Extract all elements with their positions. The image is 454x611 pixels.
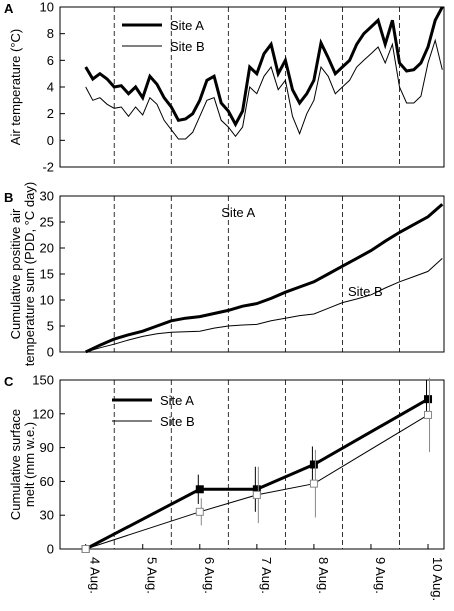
marker — [309, 460, 318, 469]
y-tick-label: -2 — [42, 160, 54, 175]
series-line — [85, 203, 444, 353]
y-tick-label: 2 — [47, 106, 54, 121]
y-tick-label: 10 — [40, 293, 54, 308]
y-tick-label: 8 — [47, 26, 54, 41]
y-tick-label: 120 — [32, 406, 54, 421]
marker — [81, 545, 90, 553]
plot-area — [84, 6, 444, 140]
panel-label: C — [4, 374, 14, 389]
y-tick-label: 30 — [40, 189, 54, 204]
series-line — [85, 414, 429, 550]
series-line — [85, 258, 443, 353]
y-axis-label: Cumulative positive air — [8, 208, 23, 339]
x-tick-label: 10 Aug. — [430, 557, 445, 601]
plot-area — [81, 377, 433, 553]
y-tick-label: 5 — [47, 319, 54, 334]
x-tick-label: 5 Aug. — [145, 557, 160, 594]
plot-area — [85, 203, 444, 353]
panel-label: A — [4, 1, 14, 16]
y-tick-label: 20 — [40, 241, 54, 256]
marker — [309, 479, 318, 488]
legend-label: Site B — [160, 414, 195, 429]
series-line — [84, 6, 444, 128]
x-tick-label: 7 Aug. — [259, 557, 274, 594]
x-tick-label: 9 Aug. — [373, 557, 388, 594]
series-line — [85, 38, 443, 140]
y-tick-label: 0 — [47, 345, 54, 360]
y-tick-label: 4 — [47, 80, 54, 95]
y-axis-label: Cumulative surface — [8, 409, 23, 520]
x-tick-label: 4 Aug. — [88, 557, 103, 594]
legend-label: Site A — [170, 18, 204, 33]
marker — [195, 507, 204, 516]
marker — [424, 395, 433, 404]
y-tick-label: 25 — [40, 215, 54, 230]
y-tick-label: 15 — [40, 267, 54, 282]
marker — [252, 490, 261, 499]
y-tick-label: 30 — [40, 508, 54, 523]
y-tick-label: 150 — [32, 373, 54, 388]
annotation: Site B — [348, 284, 383, 299]
x-tick-label: 6 Aug. — [202, 557, 217, 594]
y-tick-label: 0 — [47, 542, 54, 557]
marker — [424, 410, 433, 419]
y-tick-label: 60 — [40, 474, 54, 489]
legend-label: Site B — [170, 39, 205, 54]
y-tick-label: 0 — [47, 133, 54, 148]
marker — [195, 485, 204, 494]
y-axis-label: temperature sum (PDD, °C day) — [22, 182, 37, 366]
series-line — [85, 397, 429, 550]
x-tick-label: 8 Aug. — [316, 557, 331, 594]
y-tick-label: 10 — [40, 0, 54, 15]
y-axis-label: Air temperature (°C) — [8, 29, 23, 145]
panel-label: B — [4, 190, 13, 205]
annotation: Site A — [221, 205, 255, 220]
legend-label: Site A — [160, 393, 194, 408]
y-axis-label: melt (mm w.e.) — [22, 422, 37, 507]
plot-frame — [59, 379, 445, 550]
y-tick-label: 6 — [47, 53, 54, 68]
y-tick-label: 90 — [40, 440, 54, 455]
